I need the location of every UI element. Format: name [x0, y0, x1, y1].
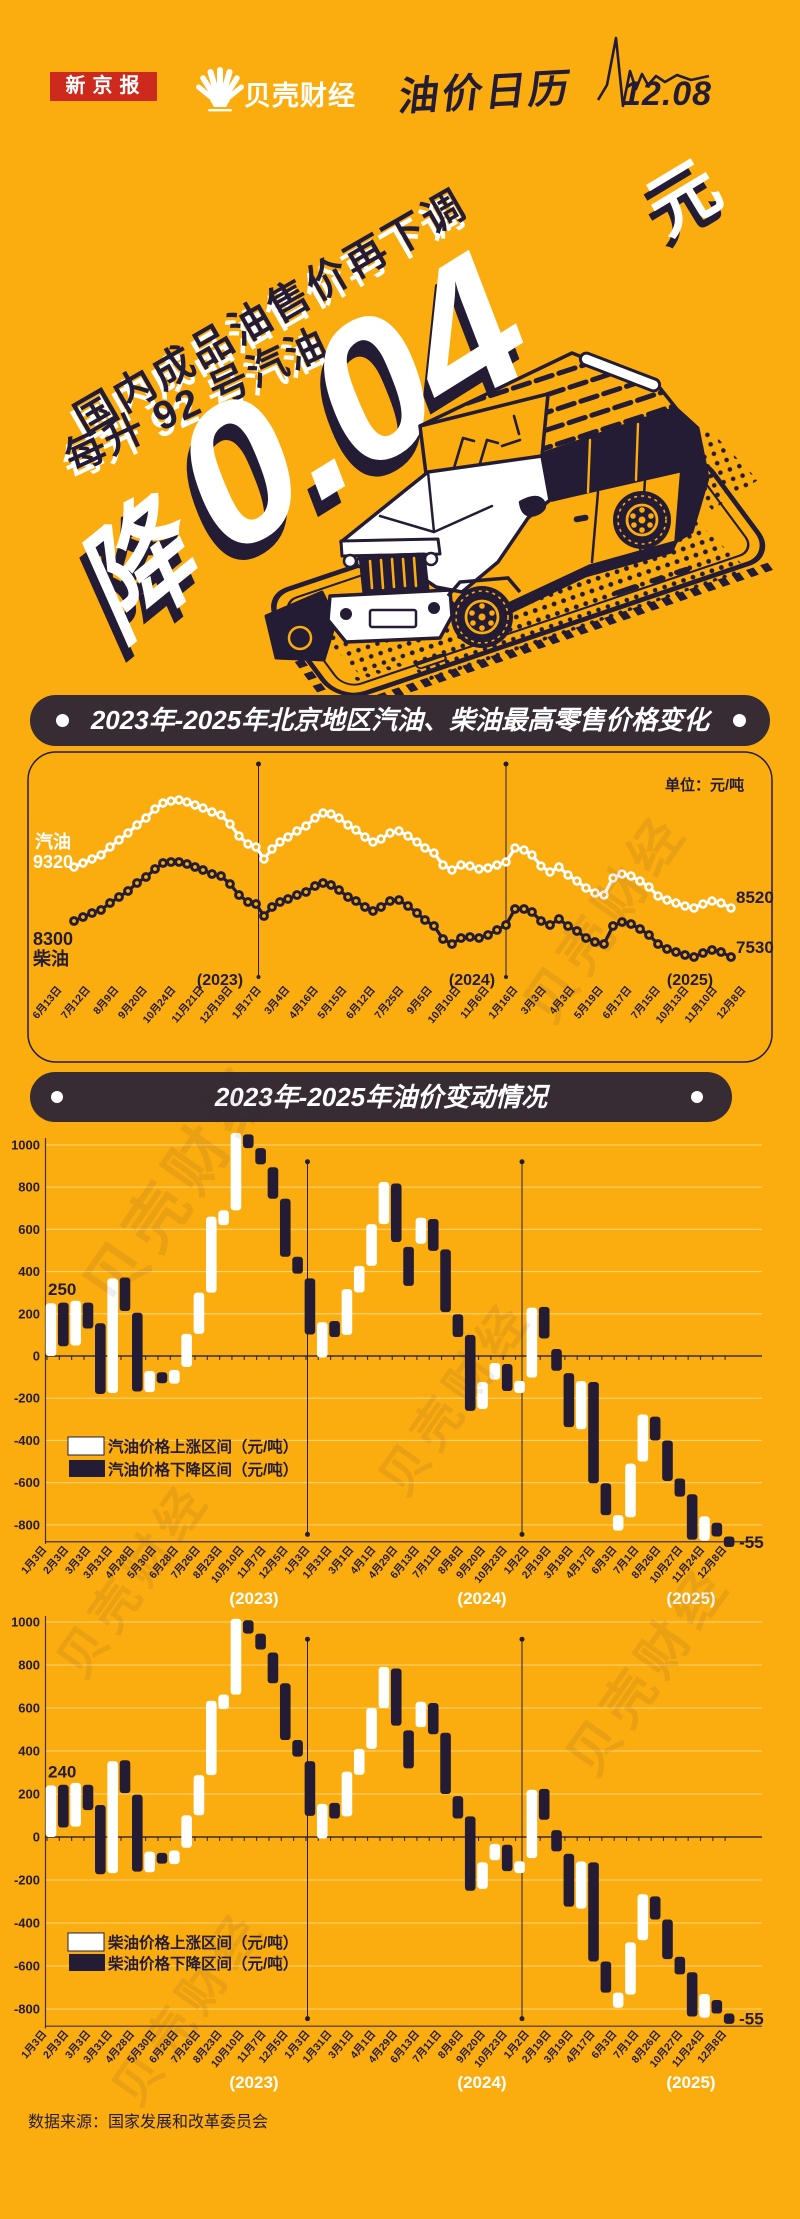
svg-text:800: 800 — [18, 1658, 40, 1673]
svg-text:5月15日: 5月15日 — [315, 984, 349, 1021]
svg-text:6月12日: 6月12日 — [344, 984, 378, 1021]
svg-text:-800: -800 — [14, 1517, 40, 1532]
svg-text:6月17日: 6月17日 — [600, 984, 634, 1021]
svg-text:11月6日: 11月6日 — [458, 984, 492, 1021]
svg-text:-200: -200 — [14, 1391, 40, 1406]
svg-text:600: 600 — [18, 1222, 40, 1237]
svg-text:1月17日: 1月17日 — [230, 984, 264, 1021]
svg-text:7月12日: 7月12日 — [59, 984, 93, 1021]
svg-text:250: 250 — [48, 1280, 76, 1299]
svg-text:7530: 7530 — [736, 938, 774, 957]
svg-text:4月16日: 4月16日 — [287, 984, 321, 1021]
svg-text:汽油: 汽油 — [35, 831, 71, 852]
svg-text:-200: -200 — [14, 1873, 40, 1888]
svg-text:柴油价格下降区间（元/吨）: 柴油价格下降区间（元/吨） — [107, 1954, 298, 1973]
svg-text:柴油: 柴油 — [32, 948, 69, 969]
svg-text:6月13日: 6月13日 — [30, 984, 64, 1021]
svg-text:-400: -400 — [14, 1433, 40, 1448]
svg-text:200: 200 — [18, 1306, 40, 1321]
svg-text:0: 0 — [33, 1349, 40, 1364]
svg-text:400: 400 — [18, 1744, 40, 1759]
svg-text:-600: -600 — [14, 1475, 40, 1490]
svg-text:(2025): (2025) — [666, 1589, 715, 1608]
svg-text:400: 400 — [18, 1264, 40, 1279]
svg-text:汽油价格下降区间（元/吨）: 汽油价格下降区间（元/吨） — [108, 1460, 298, 1479]
svg-text:-800: -800 — [14, 2002, 40, 2017]
svg-text:12月8日: 12月8日 — [714, 984, 748, 1021]
svg-text:8520: 8520 — [736, 888, 774, 907]
svg-text:9320: 9320 — [33, 852, 73, 872]
svg-text:600: 600 — [18, 1701, 40, 1716]
svg-text:-400: -400 — [14, 1916, 40, 1931]
svg-text:汽油价格上涨区间（元/吨）: 汽油价格上涨区间（元/吨） — [108, 1437, 298, 1456]
svg-text:(2024): (2024) — [449, 972, 495, 989]
svg-text:(2024): (2024) — [457, 2073, 506, 2092]
svg-text:(2023): (2023) — [229, 2073, 278, 2092]
svg-text:(2023): (2023) — [229, 1589, 278, 1608]
svg-text:-600: -600 — [14, 1959, 40, 1974]
svg-text:7月25日: 7月25日 — [372, 984, 406, 1021]
svg-text:(2024): (2024) — [457, 1589, 506, 1608]
svg-text:-55: -55 — [739, 2010, 764, 2029]
svg-text:(2025): (2025) — [666, 2073, 715, 2092]
svg-text:200: 200 — [18, 1787, 40, 1802]
svg-text:8300: 8300 — [33, 929, 73, 949]
svg-text:1000: 1000 — [11, 1137, 40, 1152]
svg-text:单位：元/吨: 单位：元/吨 — [665, 776, 744, 794]
svg-text:(2025): (2025) — [667, 972, 713, 989]
svg-text:240: 240 — [48, 1762, 76, 1781]
svg-text:(2023): (2023) — [197, 972, 243, 989]
svg-text:柴油价格上涨区间（元/吨）: 柴油价格上涨区间（元/吨） — [107, 1933, 298, 1952]
svg-text:1000: 1000 — [11, 1615, 40, 1630]
svg-text:-55: -55 — [739, 1533, 764, 1552]
svg-text:0: 0 — [33, 1830, 40, 1845]
svg-text:800: 800 — [18, 1180, 40, 1195]
